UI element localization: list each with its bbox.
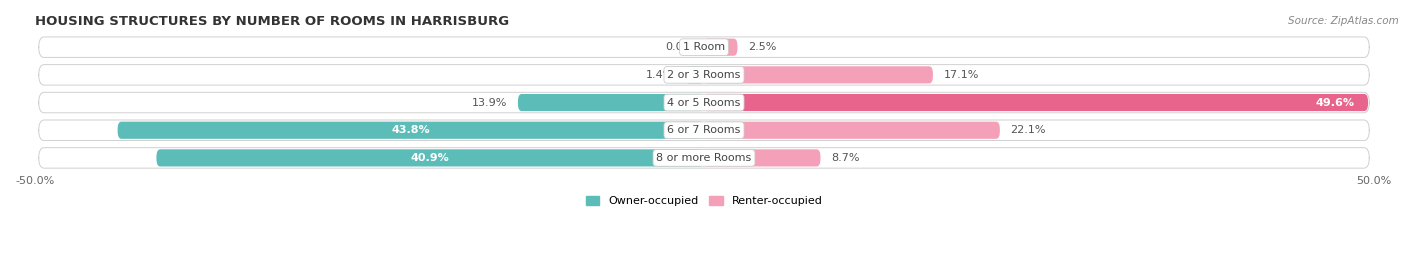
Text: 13.9%: 13.9% [472, 98, 508, 108]
Text: 40.9%: 40.9% [411, 153, 450, 163]
FancyBboxPatch shape [38, 37, 1369, 57]
Text: 8.7%: 8.7% [831, 153, 859, 163]
FancyBboxPatch shape [118, 122, 704, 139]
Text: HOUSING STRUCTURES BY NUMBER OF ROOMS IN HARRISBURG: HOUSING STRUCTURES BY NUMBER OF ROOMS IN… [35, 15, 509, 28]
FancyBboxPatch shape [704, 94, 1368, 111]
FancyBboxPatch shape [704, 122, 1000, 139]
Text: 2.5%: 2.5% [748, 42, 776, 52]
Text: 2 or 3 Rooms: 2 or 3 Rooms [668, 70, 741, 80]
Text: 0.0%: 0.0% [665, 42, 693, 52]
FancyBboxPatch shape [704, 149, 821, 167]
FancyBboxPatch shape [38, 120, 1369, 140]
Text: 1 Room: 1 Room [683, 42, 725, 52]
Text: 22.1%: 22.1% [1011, 125, 1046, 135]
Legend: Owner-occupied, Renter-occupied: Owner-occupied, Renter-occupied [581, 191, 827, 211]
FancyBboxPatch shape [685, 66, 704, 83]
Text: 6 or 7 Rooms: 6 or 7 Rooms [668, 125, 741, 135]
FancyBboxPatch shape [38, 92, 1369, 113]
Text: 43.8%: 43.8% [391, 125, 430, 135]
FancyBboxPatch shape [38, 148, 1369, 168]
Text: 8 or more Rooms: 8 or more Rooms [657, 153, 752, 163]
Text: 4 or 5 Rooms: 4 or 5 Rooms [668, 98, 741, 108]
FancyBboxPatch shape [704, 38, 738, 56]
Text: Source: ZipAtlas.com: Source: ZipAtlas.com [1288, 16, 1399, 26]
Text: 49.6%: 49.6% [1316, 98, 1354, 108]
FancyBboxPatch shape [156, 149, 704, 167]
Text: 17.1%: 17.1% [943, 70, 979, 80]
FancyBboxPatch shape [38, 65, 1369, 85]
FancyBboxPatch shape [704, 66, 934, 83]
Text: 1.4%: 1.4% [647, 70, 675, 80]
FancyBboxPatch shape [517, 94, 704, 111]
